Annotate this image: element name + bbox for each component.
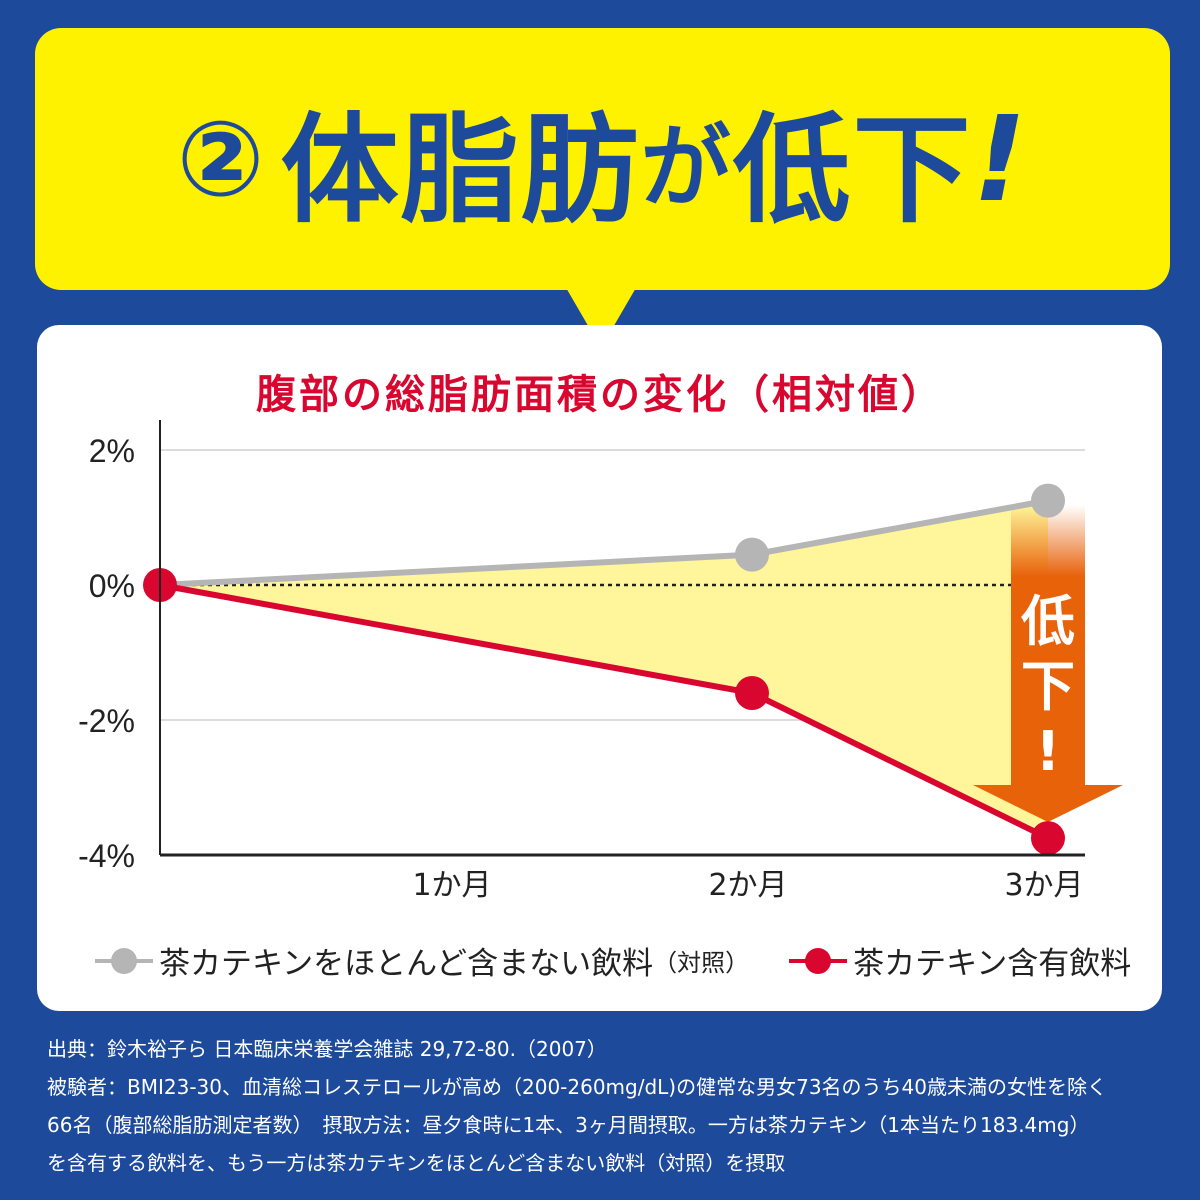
chart-title: 腹部の総脂肪面積の変化（相対値） <box>256 372 944 418</box>
arrow-shaft <box>1011 505 1085 790</box>
legend-marker-catechin <box>789 946 848 976</box>
headline-number: ② <box>176 98 267 220</box>
data-point <box>735 676 769 710</box>
legend-label-control-suffix: （対照） <box>653 949 750 977</box>
note-subjects: 被験者：BMI23-30、血清総コレステロールが高め（200-260mg/dL)… <box>47 1075 1108 1099</box>
difference-area <box>160 500 1048 839</box>
data-point <box>735 537 769 572</box>
x-tick-label: 1か月 <box>412 868 491 903</box>
headline: ② 体脂肪 が 低下 ! <box>35 28 1170 290</box>
data-point <box>1031 483 1065 518</box>
decrease-arrow: 低下! <box>973 505 1123 822</box>
note-source: 出典：鈴木裕子ら 日本臨床栄養学会雑誌 29,72-80.（2007） <box>47 1037 607 1061</box>
headline-exclaim: ! <box>972 90 1029 228</box>
legend-label-catechin: 茶カテキン含有飲料 <box>853 946 1132 982</box>
headline-text3: 低下 <box>732 100 973 239</box>
note-method-cont: を含有する飲料を、もう一方は茶カテキンをほとんど含まない飲料（対照）を摂取 <box>47 1151 786 1175</box>
y-tick-label: -2% <box>78 703 135 739</box>
arrow-label-char: 下 <box>1021 655 1075 718</box>
legend-item-catechin: 茶カテキン含有飲料 <box>789 938 1131 983</box>
legend-item-control: 茶カテキンをほとんど含まない飲料 （対照） <box>95 938 749 983</box>
legend-marker-control <box>95 946 153 976</box>
y-tick-label: -4% <box>78 838 135 874</box>
y-tick-label: 0% <box>89 568 135 604</box>
series-catechin <box>143 568 1065 856</box>
arrow-label-char: ! <box>1036 720 1061 783</box>
x-tick-label: 3か月 <box>1004 868 1083 903</box>
data-point <box>1031 821 1065 856</box>
legend-label-control: 茶カテキンをほとんど含まない飲料 <box>159 946 654 982</box>
headline-text1: 体脂肪 <box>280 100 641 239</box>
series-control <box>159 483 1065 588</box>
arrow-label-char: 低 <box>1021 590 1075 653</box>
note-method: 66名（腹部総脂肪測定者数） 摂取方法：昼夕食時に1本、3ヶ月間摂取。一方は茶カ… <box>47 1113 1090 1137</box>
arrow-head <box>973 785 1123 822</box>
x-tick-label: 2か月 <box>708 868 787 903</box>
y-tick-label: 2% <box>89 433 135 469</box>
legend: 茶カテキンをほとんど含まない飲料 （対照） 茶カテキン含有飲料 <box>95 938 1171 983</box>
headline-bubble <box>35 28 1170 290</box>
headline-text2: が <box>640 115 733 220</box>
footnotes: 出典：鈴木裕子ら 日本臨床栄養学会雑誌 29,72-80.（2007） 被験者：… <box>47 1030 1107 1182</box>
